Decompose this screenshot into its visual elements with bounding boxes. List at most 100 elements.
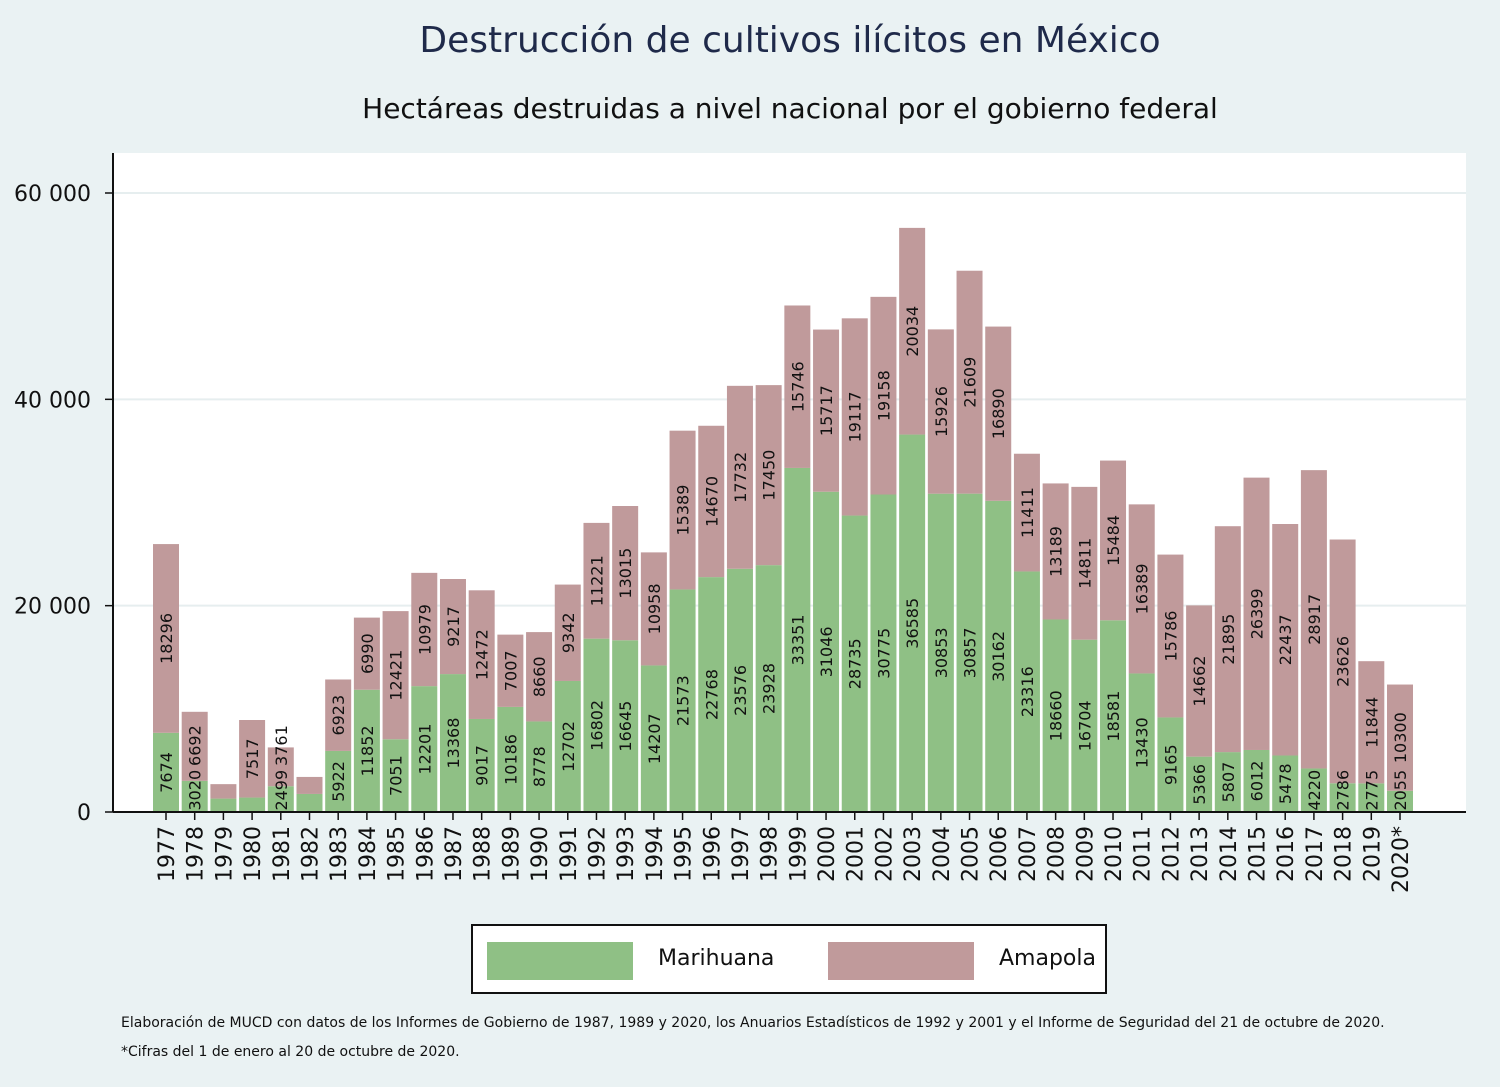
data-label: 22768 xyxy=(702,669,721,720)
bar-marihuana xyxy=(1071,639,1098,812)
bar-amapola xyxy=(813,329,840,492)
data-label: 16389 xyxy=(1133,563,1152,614)
data-label: 15389 xyxy=(674,485,693,536)
x-tick-label: 2018 xyxy=(1332,826,1357,882)
bar-amapola xyxy=(1329,539,1356,784)
data-label: 23576 xyxy=(731,665,750,716)
footnote: *Cifras del 1 de enero al 20 de octubre … xyxy=(121,1044,460,1060)
bar-amapola xyxy=(640,552,667,666)
data-label: 19117 xyxy=(846,391,865,442)
bar-marihuana xyxy=(1243,749,1270,812)
data-label: 10186 xyxy=(501,734,520,785)
x-tick-label: 2016 xyxy=(1274,826,1299,882)
bar-marihuana xyxy=(1186,756,1213,812)
data-label: 16890 xyxy=(989,388,1008,439)
y-tick-label: 0 xyxy=(77,801,91,826)
x-tick-label: 2007 xyxy=(1016,826,1041,882)
data-label: 9165 xyxy=(1161,744,1180,785)
data-label: 14670 xyxy=(702,476,721,527)
chart-title: Destrucción de cultivos ilícitos en Méxi… xyxy=(419,20,1161,61)
bar-amapola xyxy=(841,318,868,516)
bar-marihuana xyxy=(669,589,696,812)
x-tick-label: 2010 xyxy=(1102,826,1127,882)
data-label: 12421 xyxy=(387,650,406,701)
data-label: 5922 xyxy=(329,761,348,802)
data-label: 21573 xyxy=(674,675,693,726)
bar-marihuana xyxy=(1300,768,1327,812)
bar-marihuana xyxy=(439,674,466,812)
x-tick-label: 1991 xyxy=(557,826,582,882)
bar-marihuana xyxy=(612,640,639,812)
data-label: 16645 xyxy=(616,701,635,752)
bar-amapola xyxy=(325,679,352,751)
bar-amapola xyxy=(1071,486,1098,640)
bar-amapola xyxy=(526,632,553,722)
source-note: Elaboración de MUCD con datos de los Inf… xyxy=(121,1015,1385,1031)
chart-subtitle: Hectáreas destruidas a nivel nacional po… xyxy=(362,92,1218,125)
data-label: 6990 xyxy=(358,633,377,674)
x-tick-label: 1979 xyxy=(212,826,237,882)
x-tick-label: 2014 xyxy=(1217,826,1242,882)
bar-marihuana xyxy=(640,665,667,812)
bar-marihuana xyxy=(1329,783,1356,812)
bar-amapola xyxy=(1214,526,1241,753)
bar-marihuana xyxy=(1272,755,1299,812)
data-label: 15926 xyxy=(932,386,951,437)
data-label: 6923 xyxy=(329,695,348,736)
x-tick-label: 1992 xyxy=(585,826,610,882)
data-label: 5366 xyxy=(1190,764,1209,805)
bar-marihuana xyxy=(985,500,1012,812)
bar-marihuana xyxy=(784,467,811,812)
x-tick-label: 1980 xyxy=(241,826,266,882)
x-tick-label: 2019 xyxy=(1360,826,1385,882)
bar-amapola xyxy=(497,634,524,707)
bar-amapola xyxy=(1042,483,1069,620)
bar-marihuana xyxy=(726,568,753,812)
bar-amapola xyxy=(439,578,466,675)
data-label: 22437 xyxy=(1276,614,1295,665)
bar-amapola xyxy=(411,572,438,687)
data-label: 21609 xyxy=(961,357,980,408)
x-tick-label: 1998 xyxy=(758,826,783,882)
bar-amapola xyxy=(612,506,639,641)
bar-marihuana xyxy=(296,793,323,812)
x-tick-label: 2004 xyxy=(930,826,955,882)
bar-marihuana xyxy=(698,577,725,812)
bar-marihuana xyxy=(382,739,409,812)
bar-marihuana xyxy=(899,434,926,812)
data-label: 15717 xyxy=(817,385,836,436)
bar-marihuana xyxy=(1358,783,1385,812)
data-label: 12201 xyxy=(415,724,434,775)
data-label: 30775 xyxy=(874,628,893,679)
data-label: 2499 xyxy=(272,770,291,811)
data-label: 14811 xyxy=(1075,538,1094,589)
bar-amapola xyxy=(210,784,237,799)
bar-marihuana xyxy=(353,689,380,812)
bar-amapola xyxy=(726,385,753,569)
x-tick-label: 2006 xyxy=(987,826,1012,882)
y-tick-label: 20 000 xyxy=(14,595,91,620)
bar-amapola xyxy=(1387,684,1413,791)
bar-marihuana xyxy=(927,493,954,812)
bar-marihuana xyxy=(210,798,237,812)
legend: Marihuana Amapola xyxy=(471,924,1107,994)
bar-amapola xyxy=(353,617,380,690)
data-label: 3020 xyxy=(186,770,205,811)
x-tick-label: 1987 xyxy=(442,826,467,882)
bar-marihuana xyxy=(813,491,840,812)
bar-marihuana xyxy=(870,494,897,812)
data-label: 31046 xyxy=(817,626,836,677)
data-label: 21895 xyxy=(1219,614,1238,665)
data-label: 16704 xyxy=(1075,700,1094,751)
x-tick-label: 1978 xyxy=(184,826,209,882)
data-label: 5807 xyxy=(1219,762,1238,803)
bar-amapola xyxy=(927,329,954,494)
x-tick-label: 1994 xyxy=(643,826,668,882)
data-label: 12702 xyxy=(559,721,578,772)
x-tick-label: 1995 xyxy=(672,826,697,882)
bar-marihuana xyxy=(1128,673,1155,812)
data-label: 9017 xyxy=(473,745,492,786)
data-label: 10979 xyxy=(415,604,434,655)
data-label: 23316 xyxy=(1018,666,1037,717)
data-label: 15786 xyxy=(1161,611,1180,662)
